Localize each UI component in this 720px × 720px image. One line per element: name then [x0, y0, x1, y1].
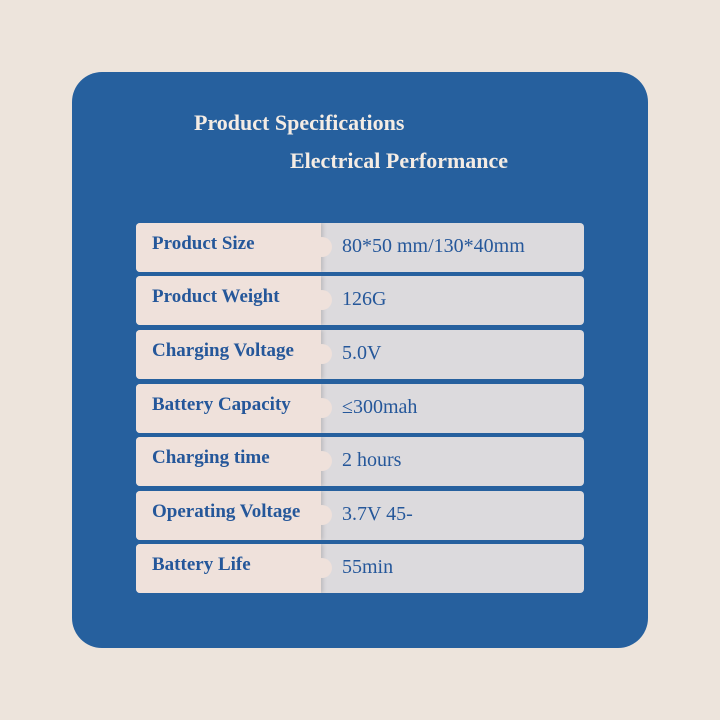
spec-label: Charging Voltage	[152, 340, 294, 361]
spec-row: Charging Voltage 5.0V	[136, 330, 584, 379]
spec-label-cell: Product Weight	[136, 276, 321, 325]
spec-value: 80*50 mm/130*40mm	[342, 235, 525, 257]
tab-notch	[312, 451, 332, 471]
spec-row: Charging time 2 hours	[136, 437, 584, 486]
spec-value: 126G	[342, 288, 387, 310]
spec-label-cell: Product Size	[136, 223, 321, 272]
spec-label: Product Size	[152, 233, 255, 254]
spec-label: Operating Voltage	[152, 501, 301, 522]
tab-notch	[312, 237, 332, 257]
spec-label: Battery Life	[152, 554, 251, 575]
spec-label-cell: Battery Capacity	[136, 384, 321, 433]
page-title: Product Specifications	[194, 110, 405, 135]
tab-notch	[312, 290, 332, 310]
spec-row: Product Size 80*50 mm/130*40mm	[136, 223, 584, 272]
tab-notch	[312, 558, 332, 578]
spec-label: Charging time	[152, 447, 270, 468]
tab-notch	[312, 398, 332, 418]
spec-label-cell: Operating Voltage	[136, 491, 321, 540]
spec-label: Product Weight	[152, 286, 280, 307]
spec-row: Battery Capacity ≤300mah	[136, 384, 584, 433]
tab-notch	[312, 344, 332, 364]
spec-value: ≤300mah	[342, 396, 418, 418]
spec-label-cell: Charging time	[136, 437, 321, 486]
spec-value: 3.7V 45-	[342, 503, 413, 525]
spec-row: Battery Life 55min	[136, 544, 584, 593]
spec-value: 5.0V	[342, 342, 382, 364]
spec-label: Battery Capacity	[152, 394, 291, 415]
spec-label-cell: Battery Life	[136, 544, 321, 593]
spec-value: 55min	[342, 556, 394, 578]
spec-row: Product Weight 126G	[136, 276, 584, 325]
tab-notch	[312, 505, 332, 525]
spec-row: Operating Voltage 3.7V 45-	[136, 491, 584, 540]
spec-label-cell: Charging Voltage	[136, 330, 321, 379]
page-subtitle: Electrical Performance	[290, 148, 509, 173]
spec-value: 2 hours	[342, 449, 402, 471]
